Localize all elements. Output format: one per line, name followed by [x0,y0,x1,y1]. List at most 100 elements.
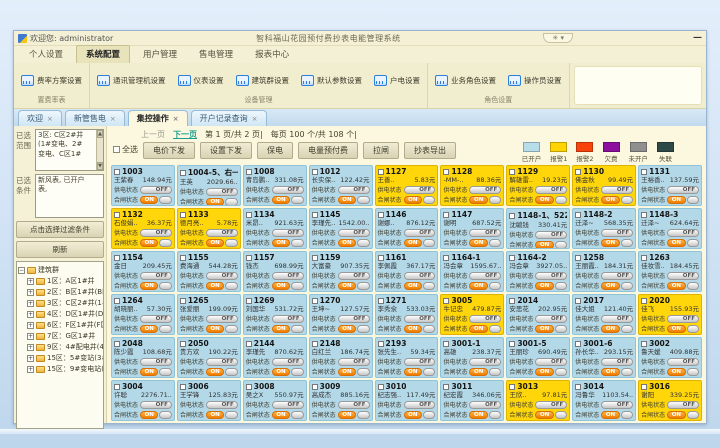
breaker-on-button[interactable]: ON [469,324,488,333]
supply-status-off-pill[interactable]: OFF [337,400,370,409]
supply-status-off-pill[interactable]: OFF [469,185,502,194]
meter-card[interactable]: 3013 王欣.. 97.81元 供电状态 OFF 合闸状态 ON [506,380,571,421]
tree-node[interactable]: +4区：D区1#井(D [18,309,103,319]
meter-card[interactable]: 1134 米昂.. 921.63元 供电状态 OFF 合闸状态 ON [242,208,307,249]
meter-checkbox[interactable] [509,383,516,390]
expand-icon[interactable]: + [27,365,34,373]
meter-checkbox[interactable] [641,297,648,304]
meter-checkbox[interactable] [575,254,582,261]
breaker-on-button[interactable]: ON [205,281,225,290]
ribbon-button[interactable]: 业务角色设置 [432,73,499,88]
select-all[interactable]: 全选 [113,142,138,155]
scroll-up-icon[interactable]: ▲ [97,130,103,138]
breaker-on-button[interactable]: ON [403,238,423,247]
tree-node[interactable]: +3区：C区2#井(1# [18,298,103,308]
tab-3[interactable]: 集控操作 × [127,110,188,126]
breaker-on-button[interactable]: ON [337,195,357,204]
supply-status-off-pill[interactable]: OFF [271,400,304,409]
tab-close-icon[interactable]: × [47,114,53,123]
meter-checkbox[interactable] [443,211,450,218]
supply-status-off-pill[interactable]: OFF [667,357,699,366]
supply-status-off-pill[interactable]: OFF [535,314,568,323]
expand-icon[interactable]: + [27,299,34,307]
meter-checkbox[interactable] [311,211,318,218]
meter-card[interactable]: 1127 王善.. 5.83元 供电状态 OFF 合闸状态 ON [374,165,439,206]
meter-checkbox[interactable] [311,297,318,304]
supply-status-off-pill[interactable]: OFF [535,271,568,280]
supply-status-off-pill[interactable]: OFF [535,400,568,409]
tree-node[interactable]: +1区：A区1#井 [18,276,102,286]
meter-checkbox[interactable] [641,383,648,390]
supply-status-off-pill[interactable]: OFF [403,314,436,323]
breaker-on-button[interactable]: ON [535,281,554,290]
breaker-on-button[interactable]: ON [271,195,291,204]
supply-status-off-pill[interactable]: OFF [403,271,436,280]
scroll-down-icon[interactable]: ▼ [97,162,103,170]
meter-card[interactable]: 1159 大富豪 907.35元 供电状态 OFF 合闸状态 ON [308,251,373,292]
supply-status-off-pill[interactable]: OFF [337,185,370,194]
supply-status-off-pill[interactable]: OFF [140,400,172,409]
supply-status-off-pill[interactable]: OFF [469,271,502,280]
prev-page-link[interactable]: 上一页 [141,130,165,139]
breaker-on-button[interactable]: ON [271,367,291,376]
meter-card[interactable]: 1145 李瑾先.. 1542.00.. 供电状态 OFF 合闸状态 ON [308,208,373,249]
meter-card[interactable]: 1270 王坤~ 127.57元 供电状态 OFF 合闸状态 ON [308,294,373,335]
breaker-on-button[interactable]: ON [601,367,620,376]
meter-checkbox[interactable] [443,297,450,304]
meter-card[interactable]: 1148-2 迁泽~ 568.35元 供电状态 OFF 合闸状态 ON [572,208,637,249]
action-button-6[interactable]: 抄表导出 [404,142,456,159]
supply-status-off-pill[interactable]: OFF [337,314,370,323]
breaker-on-button[interactable]: ON [601,281,620,290]
breaker-on-button[interactable]: ON [337,410,357,419]
tree-node[interactable]: +7区：G区1#井 [18,331,102,341]
meter-card[interactable]: 1164-1 冯会章 1595.67.. 供电状态 OFF 合闸状态 ON [440,251,505,292]
supply-status-off-pill[interactable]: OFF [601,185,634,194]
meter-checkbox[interactable] [311,168,318,175]
meter-checkbox[interactable] [575,168,582,175]
supply-status-off-pill[interactable]: OFF [140,185,172,194]
breaker-on-button[interactable]: ON [205,324,225,333]
meter-checkbox[interactable] [443,168,450,175]
breaker-on-button[interactable]: ON [140,410,159,419]
supply-status-off-pill[interactable]: OFF [140,271,172,280]
meter-checkbox[interactable] [245,340,252,347]
meter-card[interactable]: 1157 钱杰 698.99元 供电状态 OFF 合闸状态 ON [242,251,307,292]
meter-checkbox[interactable] [509,168,516,175]
meter-checkbox[interactable] [311,383,318,390]
meter-card[interactable]: 1131 王裕香.. 137.59元 供电状态 OFF 合闸状态 ON [638,165,702,206]
meter-checkbox[interactable] [114,383,120,390]
breaker-on-button[interactable]: ON [667,281,686,290]
breaker-on-button[interactable]: ON [601,410,620,419]
meter-card[interactable]: 1265 张爱丽 199.09元 供电状态 OFF 合闸状态 ON [176,294,241,335]
supply-status-off-pill[interactable]: OFF [271,314,304,323]
meter-card[interactable]: 3010 纪志强.. 117.49元 供电状态 OFF 合闸状态 ON [374,380,439,421]
meter-card[interactable]: 1264 胡晓丽.. 57.30元 供电状态 OFF 合闸状态 ON [111,294,175,335]
supply-status-off-pill[interactable]: OFF [667,400,699,409]
tree-root[interactable]: − 建筑群 [18,265,102,275]
ribbon-collapse-control[interactable]: ✳ ▾ [543,33,573,43]
breaker-on-button[interactable]: ON [535,324,554,333]
tab-close-icon[interactable]: × [251,114,258,123]
breaker-on-button[interactable]: ON [469,410,488,419]
ribbon-button[interactable]: 仪表设置 [175,73,227,88]
meter-checkbox[interactable] [179,340,186,347]
expand-icon[interactable]: + [27,343,34,351]
meter-checkbox[interactable] [509,212,516,219]
breaker-on-button[interactable]: ON [535,240,554,248]
ribbon-button[interactable]: 默认参数设置 [298,73,365,88]
tree-node[interactable]: +2区：B区1#井(B区 [18,287,103,297]
meter-card[interactable]: 1269 刘国华 531.72元 供电状态 OFF 合闸状态 ON [242,294,307,335]
menu-item-4[interactable]: 售电管理 [199,50,234,60]
tab-close-icon[interactable]: × [172,114,179,123]
meter-checkbox[interactable] [575,383,582,390]
breaker-on-button[interactable]: ON [205,238,225,247]
meter-card[interactable]: 3001-6 孙长华.. 293.15元 供电状态 OFF 合闸状态 ON [572,337,637,378]
meter-checkbox[interactable] [114,340,120,347]
expand-icon[interactable]: + [27,332,34,340]
breaker-on-button[interactable]: ON [337,238,357,247]
meter-card[interactable]: 3004 许聪 2276.71.. 供电状态 OFF 合闸状态 ON [111,380,175,421]
supply-status-off-pill[interactable]: OFF [667,314,699,323]
meter-card[interactable]: 3014 冯鲁华 1103.54.. 供电状态 OFF 合闸状态 ON [572,380,637,421]
breaker-on-button[interactable]: ON [667,410,686,419]
breaker-on-button[interactable]: ON [140,195,159,204]
